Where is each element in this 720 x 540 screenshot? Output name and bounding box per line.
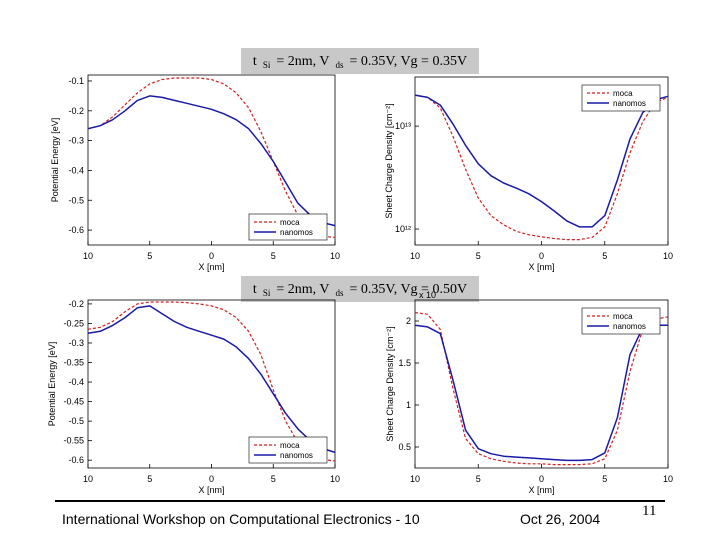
chart1-y-tick-label: -0.4 xyxy=(68,165,84,175)
chart1-x-tick-label: 10 xyxy=(83,251,93,261)
chart4-y-tick-label: 1.5 xyxy=(398,358,411,368)
chart4-legend-box xyxy=(581,307,661,335)
chart4-y-tick-label: 2 xyxy=(406,316,411,326)
chart3-y-tick-label: -0.6 xyxy=(68,455,84,465)
chart4-y-axis-title: Sheet Charge Density [cm⁻²] xyxy=(385,326,395,441)
page-number: 11 xyxy=(642,503,657,519)
chart2-y-tick-label: 10¹² xyxy=(395,224,411,234)
chart1-y-tick-label: -0.2 xyxy=(68,106,84,116)
chart3-y-tick-label: -0.35 xyxy=(63,358,84,368)
chart4-y-tick-label: 1 xyxy=(406,400,411,410)
chart3-legend-label-moca: moca xyxy=(280,441,300,450)
chart4-x-tick-label: 5 xyxy=(476,474,481,484)
chart2-series-nanomos xyxy=(414,94,669,228)
chart4-y-tick-label: 0.5 xyxy=(398,442,411,452)
footer-date: Oct 26, 2004 xyxy=(520,511,601,527)
chart3-x-tick-label: 10 xyxy=(330,474,340,484)
chart1-y-tick-label: -0.3 xyxy=(68,136,84,146)
chart2-x-tick-label: 5 xyxy=(476,251,481,261)
chart4-x-tick-label: 5 xyxy=(602,474,607,484)
chart3-x-axis-title: X [nm] xyxy=(198,485,224,495)
chart1-y-tick-label: -0.1 xyxy=(68,76,84,86)
chart3-y-axis-title: Potential Energy [eV] xyxy=(47,342,57,427)
chart2-x-axis-title: X [nm] xyxy=(528,262,554,272)
chart2-x-tick-label: 0 xyxy=(539,251,544,261)
chart3-y-tick-label: -0.55 xyxy=(63,436,84,446)
chart3-y-tick-label: -0.45 xyxy=(63,397,84,407)
chart2-x-tick-label: 10 xyxy=(663,251,673,261)
chart4-legend-label-moca: moca xyxy=(613,312,633,321)
chart2-legend-box xyxy=(581,84,661,112)
chart1-y-tick-label: -0.6 xyxy=(68,225,84,235)
chart2-y-axis-title: Sheet Charge Density [cm⁻²] xyxy=(384,103,394,218)
chart1-legend-label-nanomos: nanomos xyxy=(280,228,313,237)
chart3-y-tick-label: -0.3 xyxy=(68,338,84,348)
chart2-x-tick-label: 10 xyxy=(410,251,420,261)
chart1-series-moca xyxy=(87,77,336,239)
chart2-legend-label-moca: moca xyxy=(613,89,633,98)
chart4-series-nanomos xyxy=(414,324,668,462)
chart2-x-tick-label: 5 xyxy=(602,251,607,261)
chart4-x-axis-title: X [nm] xyxy=(528,485,554,495)
chart4-x-tick-label: 10 xyxy=(410,474,420,484)
chart2-legend-label-nanomos: nanomos xyxy=(613,99,646,108)
chart3-x-tick-label: 10 xyxy=(83,474,93,484)
footer-event-name: International Workshop on Computational … xyxy=(62,511,420,527)
chart3-legend-box xyxy=(248,436,328,464)
chart3-x-tick-label: 5 xyxy=(147,474,152,484)
chart3-x-tick-label: 0 xyxy=(209,474,214,484)
chart3-x-tick-label: 5 xyxy=(271,474,276,484)
chart1-y-axis-title: Potential Energy [eV] xyxy=(50,118,60,203)
chart4-series-moca xyxy=(414,312,669,466)
chart4-x-tick-label: 0 xyxy=(539,474,544,484)
chart3-y-tick-label: -0.2 xyxy=(68,299,84,309)
chart4-y-multiplier: x 10 xyxy=(419,290,436,300)
chart1-series-nanomos xyxy=(87,95,336,227)
chart3-y-tick-label: -0.25 xyxy=(63,318,84,328)
chart1-x-tick-label: 10 xyxy=(330,251,340,261)
chart3-legend-label-nanomos: nanomos xyxy=(280,451,313,460)
chart4-x-tick-label: 10 xyxy=(663,474,673,484)
chart1-x-tick-label: 0 xyxy=(209,251,214,261)
chart3-y-tick-label: -0.4 xyxy=(68,377,84,387)
chart4-legend-label-nanomos: nanomos xyxy=(613,322,646,331)
chart2-y-tick-label: 10¹³ xyxy=(395,121,411,131)
chart2-series-moca xyxy=(414,94,669,241)
chart3-series-nanomos xyxy=(87,305,336,454)
chart1-x-tick-label: 5 xyxy=(147,251,152,261)
chart1-legend-label-moca: moca xyxy=(280,218,300,227)
chart3-series-moca xyxy=(87,301,336,462)
chart1-x-tick-label: 5 xyxy=(271,251,276,261)
footer-rule xyxy=(55,500,665,502)
chart1-y-tick-label: -0.5 xyxy=(68,195,84,205)
chart1-legend-box xyxy=(248,213,328,241)
chart3-y-tick-label: -0.5 xyxy=(68,416,84,426)
chart1-x-axis-title: X [nm] xyxy=(198,262,224,272)
